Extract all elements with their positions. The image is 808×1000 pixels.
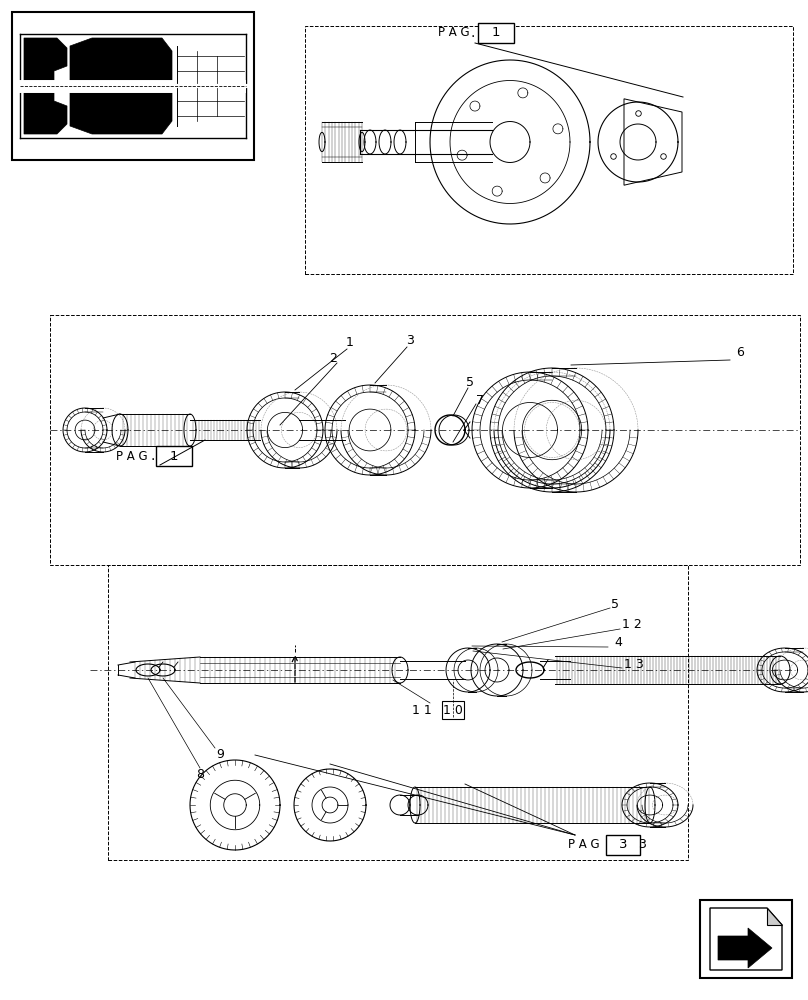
Bar xyxy=(700,900,792,978)
Text: 6: 6 xyxy=(736,347,744,360)
Text: 8: 8 xyxy=(196,768,204,782)
Bar xyxy=(12,12,254,160)
Bar xyxy=(478,23,514,43)
Text: 5: 5 xyxy=(611,598,619,611)
Text: 3: 3 xyxy=(638,838,646,852)
Text: 1: 1 xyxy=(492,26,500,39)
Text: 4: 4 xyxy=(614,637,622,650)
Polygon shape xyxy=(24,38,67,134)
Text: .: . xyxy=(150,449,154,463)
Bar xyxy=(606,835,640,855)
Polygon shape xyxy=(710,908,782,970)
Polygon shape xyxy=(767,908,782,925)
Text: P A G: P A G xyxy=(116,450,148,462)
Bar xyxy=(108,565,688,860)
Text: 9: 9 xyxy=(216,748,224,762)
Text: 1 3: 1 3 xyxy=(624,658,644,672)
Polygon shape xyxy=(70,38,172,134)
Text: 1: 1 xyxy=(346,336,354,349)
Text: 1 1: 1 1 xyxy=(412,704,431,716)
Text: 1 0: 1 0 xyxy=(443,704,463,716)
Polygon shape xyxy=(718,928,772,968)
Text: 3: 3 xyxy=(619,838,627,852)
Text: .: . xyxy=(471,26,475,40)
Text: 1: 1 xyxy=(170,450,179,462)
Text: P A G: P A G xyxy=(568,838,600,852)
Text: 2: 2 xyxy=(329,352,337,364)
Bar xyxy=(305,26,793,274)
Bar xyxy=(442,701,464,719)
Text: 3: 3 xyxy=(406,334,414,347)
Text: P A G: P A G xyxy=(439,26,470,39)
Text: 7: 7 xyxy=(476,393,484,406)
Text: 5: 5 xyxy=(466,375,474,388)
Text: 1 2: 1 2 xyxy=(622,618,642,632)
Bar xyxy=(156,446,192,466)
